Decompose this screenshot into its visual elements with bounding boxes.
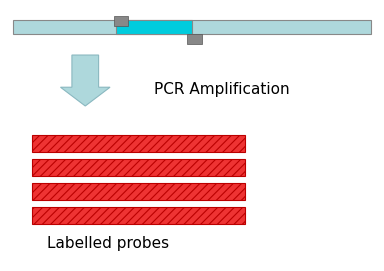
Bar	[116, 20, 192, 34]
Bar	[187, 34, 202, 44]
Bar	[32, 207, 245, 224]
Text: PCR Amplification: PCR Amplification	[154, 82, 290, 97]
Bar	[114, 16, 128, 26]
FancyArrow shape	[60, 55, 110, 106]
Bar	[32, 159, 245, 176]
Text: Labelled probes: Labelled probes	[47, 236, 169, 251]
Bar	[32, 135, 245, 151]
Bar	[13, 20, 371, 34]
Bar	[32, 183, 245, 200]
